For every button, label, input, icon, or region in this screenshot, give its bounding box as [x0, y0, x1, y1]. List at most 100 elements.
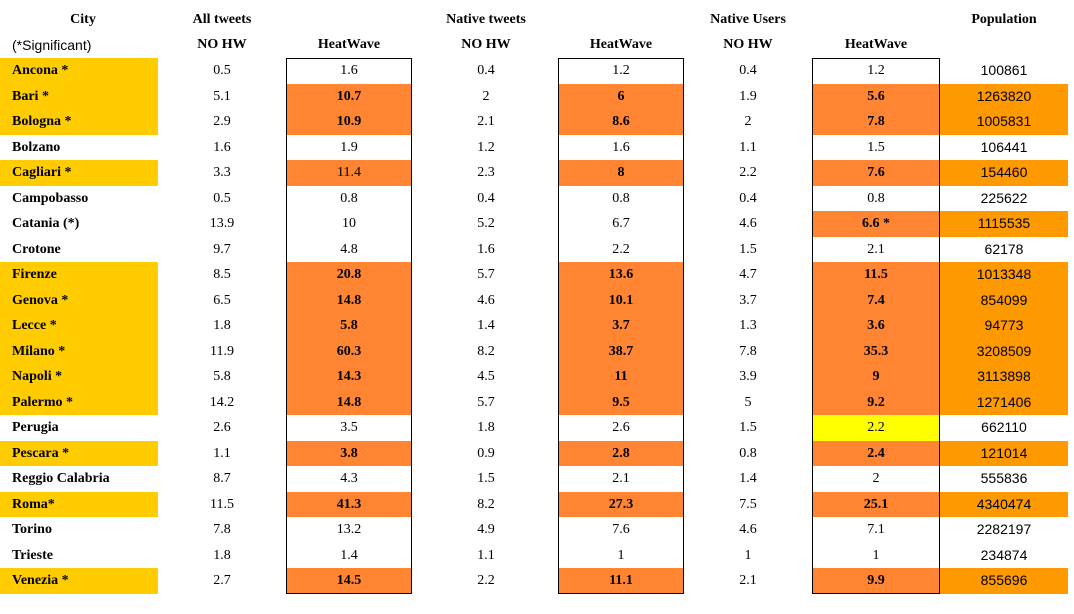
value-cell-v1: 1.8 — [213, 318, 231, 333]
value-cell-v3: 5.7 — [477, 267, 495, 282]
city-cell: Milano * — [0, 338, 158, 364]
value-cell-v1: 0.5 — [213, 63, 231, 78]
value-cell-v1: 7.8 — [213, 522, 231, 537]
population-cell: 1263820 — [940, 83, 1068, 109]
city-cell: Palermo * — [0, 389, 158, 415]
city-cell: Catania (*) — [12, 216, 80, 231]
population-cell: 3113898 — [940, 364, 1068, 390]
value-cell-v4: 3.7 — [558, 313, 684, 339]
value-cell-v2: 10 — [342, 216, 356, 231]
city-cell: Roma* — [0, 491, 158, 517]
population-cell: 225622 — [980, 189, 1028, 206]
header-population: Population — [971, 12, 1037, 27]
city-cell: Perugia — [12, 420, 59, 435]
value-cell-v1: 1.1 — [213, 445, 231, 461]
value-cell-v1: 13.9 — [209, 216, 235, 231]
header-heatwave-native-tweets: HeatWave — [589, 37, 653, 52]
city-cell: Pescara * — [0, 440, 158, 466]
city-cell: Ancona * — [0, 58, 158, 84]
value-cell-v4: 2.8 — [558, 440, 684, 466]
value-cell-v5: 1.4 — [739, 471, 757, 486]
value-cell-v6: 9 — [812, 364, 940, 390]
header-native-tweets: Native tweets — [446, 12, 526, 27]
value-cell-v5: 3.9 — [739, 369, 757, 384]
value-cell-v6: 2.2 — [812, 415, 940, 441]
value-cell-v5: 2.1 — [739, 573, 757, 588]
value-cell-v4: 0.8 — [612, 190, 630, 206]
population-cell: 2282197 — [976, 521, 1032, 537]
value-cell-v4: 2.2 — [612, 241, 630, 257]
value-cell-v4: 1 — [617, 547, 625, 563]
value-cell-v4: 7.6 — [612, 522, 630, 537]
population-cell: 3208509 — [940, 338, 1068, 364]
header-heatwave-native-users: HeatWave — [844, 37, 908, 52]
value-cell-v2: 20.8 — [286, 262, 412, 288]
city-cell: Napoli * — [0, 364, 158, 390]
value-cell-v4: 38.7 — [558, 338, 684, 364]
value-cell-v3: 5.7 — [477, 394, 495, 410]
city-cell: Trieste — [12, 547, 53, 563]
value-cell-v4: 1.6 — [612, 139, 630, 155]
value-cell-v2: 1.4 — [340, 547, 358, 563]
value-cell-v1: 1.6 — [213, 139, 231, 155]
population-cell: 154460 — [940, 160, 1068, 186]
value-cell-v2: 13.2 — [336, 522, 362, 537]
value-cell-v5: 5 — [744, 394, 752, 410]
population-cell: 94773 — [940, 313, 1068, 339]
value-cell-v2: 14.8 — [286, 287, 412, 313]
value-cell-v5: 0.8 — [739, 445, 757, 461]
value-cell-v3: 2 — [482, 88, 490, 104]
value-cell-v2: 41.3 — [286, 491, 412, 517]
value-cell-v3: 8.2 — [477, 496, 495, 512]
value-cell-v3: 1.1 — [477, 547, 495, 563]
population-cell: 1005831 — [940, 109, 1068, 135]
value-cell-v4: 6.7 — [612, 216, 630, 231]
city-cell: Reggio Calabria — [12, 471, 110, 486]
value-cell-v1: 11.9 — [210, 343, 234, 359]
value-cell-v1: 1.8 — [213, 547, 231, 563]
value-cell-v4: 6 — [558, 83, 684, 109]
value-cell-v1: 6.5 — [213, 292, 231, 308]
value-cell-v6: 25.1 — [812, 491, 940, 517]
value-cell-v1: 9.7 — [213, 241, 231, 257]
value-cell-v6: 11.5 — [812, 262, 940, 288]
city-cell: Genova * — [0, 287, 158, 313]
value-cell-v6: 1.5 — [867, 139, 885, 155]
value-cell-v4: 27.3 — [558, 491, 684, 517]
value-cell-v3: 4.6 — [477, 292, 495, 308]
value-cell-v3: 1.2 — [477, 139, 495, 155]
value-cell-v5: 1.5 — [739, 241, 757, 257]
value-cell-v5: 2.2 — [739, 165, 757, 180]
population-cell: 1013348 — [940, 262, 1068, 288]
city-cell: Bologna * — [0, 109, 158, 135]
value-cell-v6: 0.8 — [867, 190, 885, 206]
population-cell: 855696 — [940, 568, 1068, 594]
value-cell-v2: 10.9 — [286, 109, 412, 135]
value-cell-v3: 4.5 — [477, 369, 495, 384]
value-cell-v5: 1.9 — [739, 88, 757, 104]
value-cell-v1: 2.6 — [213, 420, 231, 435]
population-cell: 555836 — [980, 470, 1028, 486]
value-cell-v5: 0.4 — [739, 190, 757, 206]
value-cell-v3: 0.4 — [477, 63, 495, 78]
city-cell: Crotone — [12, 241, 61, 257]
value-cell-v6: 2 — [872, 471, 880, 486]
value-cell-v5: 4.7 — [739, 267, 757, 282]
value-cell-v2: 14.8 — [286, 389, 412, 415]
value-cell-v6: 5.6 — [812, 83, 940, 109]
value-cell-v6: 3.6 — [812, 313, 940, 339]
value-cell-v2: 0.8 — [340, 190, 358, 206]
value-cell-v4: 2.6 — [612, 420, 630, 435]
value-cell-v2: 60.3 — [286, 338, 412, 364]
value-cell-v2: 14.5 — [286, 568, 412, 594]
value-cell-v2: 14.3 — [286, 364, 412, 390]
value-cell-v3: 1.4 — [477, 318, 495, 333]
header-heatwave-all: HeatWave — [317, 37, 381, 52]
value-cell-v4: 10.1 — [558, 287, 684, 313]
population-cell: 662110 — [981, 419, 1027, 435]
value-cell-v3: 0.9 — [477, 445, 495, 461]
population-cell: 854099 — [940, 287, 1068, 313]
value-cell-v4: 8 — [558, 160, 684, 186]
value-cell-v3: 2.2 — [477, 573, 495, 588]
